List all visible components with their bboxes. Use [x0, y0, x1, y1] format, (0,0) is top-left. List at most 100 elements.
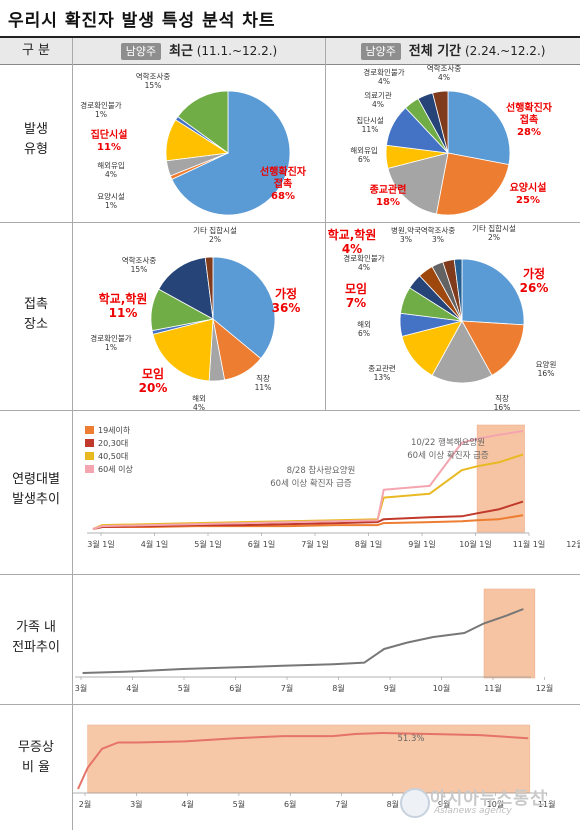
slice-label: 해외 [357, 319, 371, 329]
series-line [82, 608, 524, 674]
x-tick-label: 9월 [384, 683, 396, 693]
pie-slice [461, 258, 525, 326]
slice-label: 요양시설 [510, 181, 547, 194]
recent-label: 최근 [168, 44, 193, 59]
slice-label: 해외유입 [97, 160, 125, 170]
row-label-line: 가족 내 [15, 620, 56, 635]
x-tick-label: 10월 [487, 799, 505, 809]
x-tick-label: 6월 [229, 683, 241, 693]
line-chart-family: 3월 4월 5월 6월 7월 8월 9월 10월 11월 12월 [75, 588, 554, 693]
x-tick-label: 11월 [538, 799, 556, 809]
x-tick-label: 9월 1일 [408, 539, 435, 549]
row-label-line: 접촉 [24, 297, 48, 312]
slice-value: 6% [358, 329, 370, 338]
x-tick-label: 7월 [281, 683, 293, 693]
slice-value: 16% [494, 403, 511, 410]
region-badge: 남양주 [120, 43, 162, 60]
row-label-line: 연령대별 [12, 472, 60, 487]
legend-swatch [85, 426, 94, 434]
legend-swatch [85, 465, 94, 473]
x-tick-label: 3월 [130, 799, 142, 809]
row-label-line: 전파추이 [12, 640, 60, 655]
pie-slice [158, 257, 214, 320]
slice-label: 요양원 [536, 360, 557, 369]
slice-value: 7% [346, 296, 366, 310]
legend-label: 20,30대 [98, 439, 128, 448]
slice-label: 기타 집합시설 [472, 223, 516, 233]
row-label-age: 연령대별 발생추이 [0, 470, 72, 510]
slice-label: 선행확진자 [260, 165, 307, 178]
recent-range: (11.1.~12.2.) [196, 44, 278, 58]
slice-label: 경로확인불가 [90, 333, 131, 343]
pie-chart-place-total: 가정26%요양원16%직장16%종교관련13%해외6%모임7%경로확인불가4%학… [328, 223, 557, 410]
line-chart-age: 3월 1일 4월 1일 5월 1일 6월 1일 7월 1일 8월 1일 9월 1일 10월 1… [85, 424, 580, 549]
header-total: 남양주 전체 기간 (2.24.~12.2.) [326, 38, 580, 64]
total-range: (2.24.~12.2.) [464, 44, 546, 58]
pie-slice [435, 152, 510, 216]
slice-value: 4% [105, 170, 117, 179]
page-title: 우리시 확진자 발생 특성 분석 차트 [8, 11, 276, 31]
slice-value: 36% [272, 301, 301, 315]
row-label-line: 비 율 [21, 760, 51, 775]
legend-label: 60세 이상 [98, 464, 133, 474]
pie-slice [387, 152, 449, 215]
total-label: 전체 기간 [408, 44, 462, 59]
legend-label: 19세이하 [98, 425, 131, 435]
annotation-text: 60세 이상 확진자 급증 [270, 478, 352, 489]
slice-value: 1% [105, 343, 117, 352]
slice-value: 25% [516, 195, 540, 206]
legend-swatch [85, 452, 94, 460]
x-tick-label: 2월 [79, 799, 91, 809]
x-tick-label: 8월 [387, 799, 399, 809]
slice-value: 20% [139, 381, 168, 395]
row-label-place: 접촉 장소 [0, 295, 72, 335]
pie-slice [431, 320, 493, 384]
x-tick-label: 8월 [332, 683, 344, 693]
slice-value: 15% [131, 265, 148, 274]
slice-label: 가정 [275, 286, 297, 301]
x-tick-label: 5월 [178, 683, 190, 693]
slice-label: 집단시설 [91, 128, 128, 141]
x-tick-label: 7월 1일 [301, 539, 328, 549]
pie-chart-place-recent: 가정36%직장11%해외4%모임20%경로확인불가1%학교,학원11%역학조사중… [90, 225, 301, 410]
slice-value: 68% [271, 191, 295, 202]
slice-label: 접촉 [274, 177, 292, 190]
x-tick-label: 11월 1일 [513, 539, 546, 549]
pie-slice [447, 90, 511, 166]
x-tick-label: 12월 [536, 683, 554, 693]
slice-label: 학교,학원 [328, 227, 377, 242]
row-label-line: 발생 [24, 122, 48, 137]
slice-value: 11% [97, 142, 121, 153]
legend-label: 40,50대 [98, 452, 128, 461]
slice-label: 해외 [192, 393, 206, 403]
slice-value: 15% [145, 81, 162, 90]
slice-label: 직장 [256, 373, 270, 383]
row-label-line: 유형 [24, 142, 48, 157]
annotation-text: 8/28 참사랑요양원 [287, 465, 356, 476]
slice-value: 4% [438, 73, 450, 82]
row-divider [0, 574, 580, 575]
slice-label: 경로확인불가 [80, 100, 121, 110]
slice-label: 종교관련 [370, 183, 407, 196]
column-divider [72, 63, 73, 830]
slice-value: 3% [432, 235, 444, 244]
x-tick-label: 10월 1일 [459, 539, 492, 549]
pie-chart-type-recent: 선행확진자접촉68%요양시설1%해외유입4%집단시설11%경로확인불가1%역학조… [80, 71, 307, 216]
series-line [77, 732, 529, 790]
slice-label: 학교,학원 [99, 291, 148, 306]
pie-slice [461, 320, 525, 376]
slice-label: 모임 [142, 367, 164, 381]
row-label-type: 발생 유형 [0, 120, 72, 160]
pie-slice [453, 258, 463, 322]
x-tick-label: 6월 1일 [248, 539, 275, 549]
slice-label: 의료기관 [364, 90, 392, 100]
watermark: 아시아뉴스통신 Asianews agency [398, 782, 578, 828]
slice-label: 모임 [345, 282, 367, 296]
slice-value: 2% [209, 235, 221, 244]
x-tick-label: 12월 1일 [566, 539, 580, 549]
globe-logo-icon [400, 788, 430, 818]
x-tick-label: 7월 [335, 799, 347, 809]
column-divider [325, 63, 326, 410]
slice-label: 접촉 [520, 113, 538, 126]
annotation-text: 60세 이상 확진자 급증 [407, 450, 489, 461]
